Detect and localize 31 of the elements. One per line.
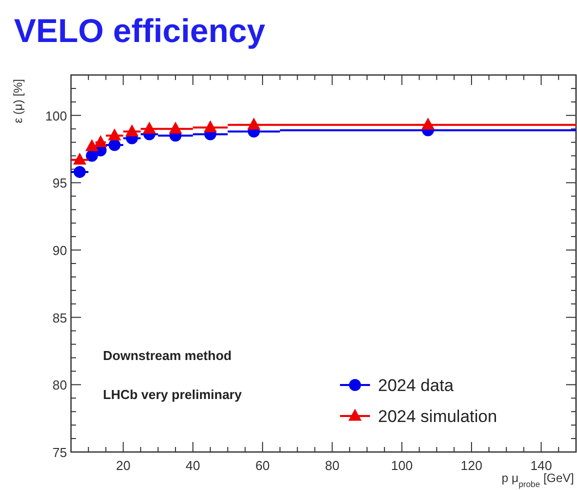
y-tick-label: 95 [52,176,67,191]
x-tick-label: 140 [530,458,552,473]
point [73,152,86,165]
point [108,139,121,152]
point [204,120,217,132]
x-tick-label: 80 [324,458,340,473]
x-tick-label: 20 [116,458,130,473]
x-tick-label: 120 [460,458,482,473]
point [168,122,182,134]
point [108,128,122,140]
point [247,118,260,130]
point [74,166,86,178]
annotation: Downstream method [103,348,232,363]
point [142,122,156,134]
y-tick-label: 80 [52,378,67,393]
point [94,135,108,148]
annotation: LHCb very preliminary [103,387,242,402]
legend-label: 2024 simulation [378,407,498,426]
point [421,118,435,130]
y-tick-label: 90 [52,243,67,258]
x-tick-label: 60 [255,458,270,473]
y-tick-label: 100 [45,108,67,124]
y-tick-label: 75 [52,445,67,460]
point [85,139,98,152]
y-axis-title: ε (μ) [%] [11,79,25,124]
x-axis-title: p μ$_{probe}$ [GeV] [502,471,574,489]
chart-title: VELO efficiency [14,12,266,49]
y-tick-label: 85 [52,310,67,326]
x-tick-label: 100 [391,458,413,473]
x-tick-label: 40 [186,458,200,473]
legend-label: 2024 data [378,376,454,395]
